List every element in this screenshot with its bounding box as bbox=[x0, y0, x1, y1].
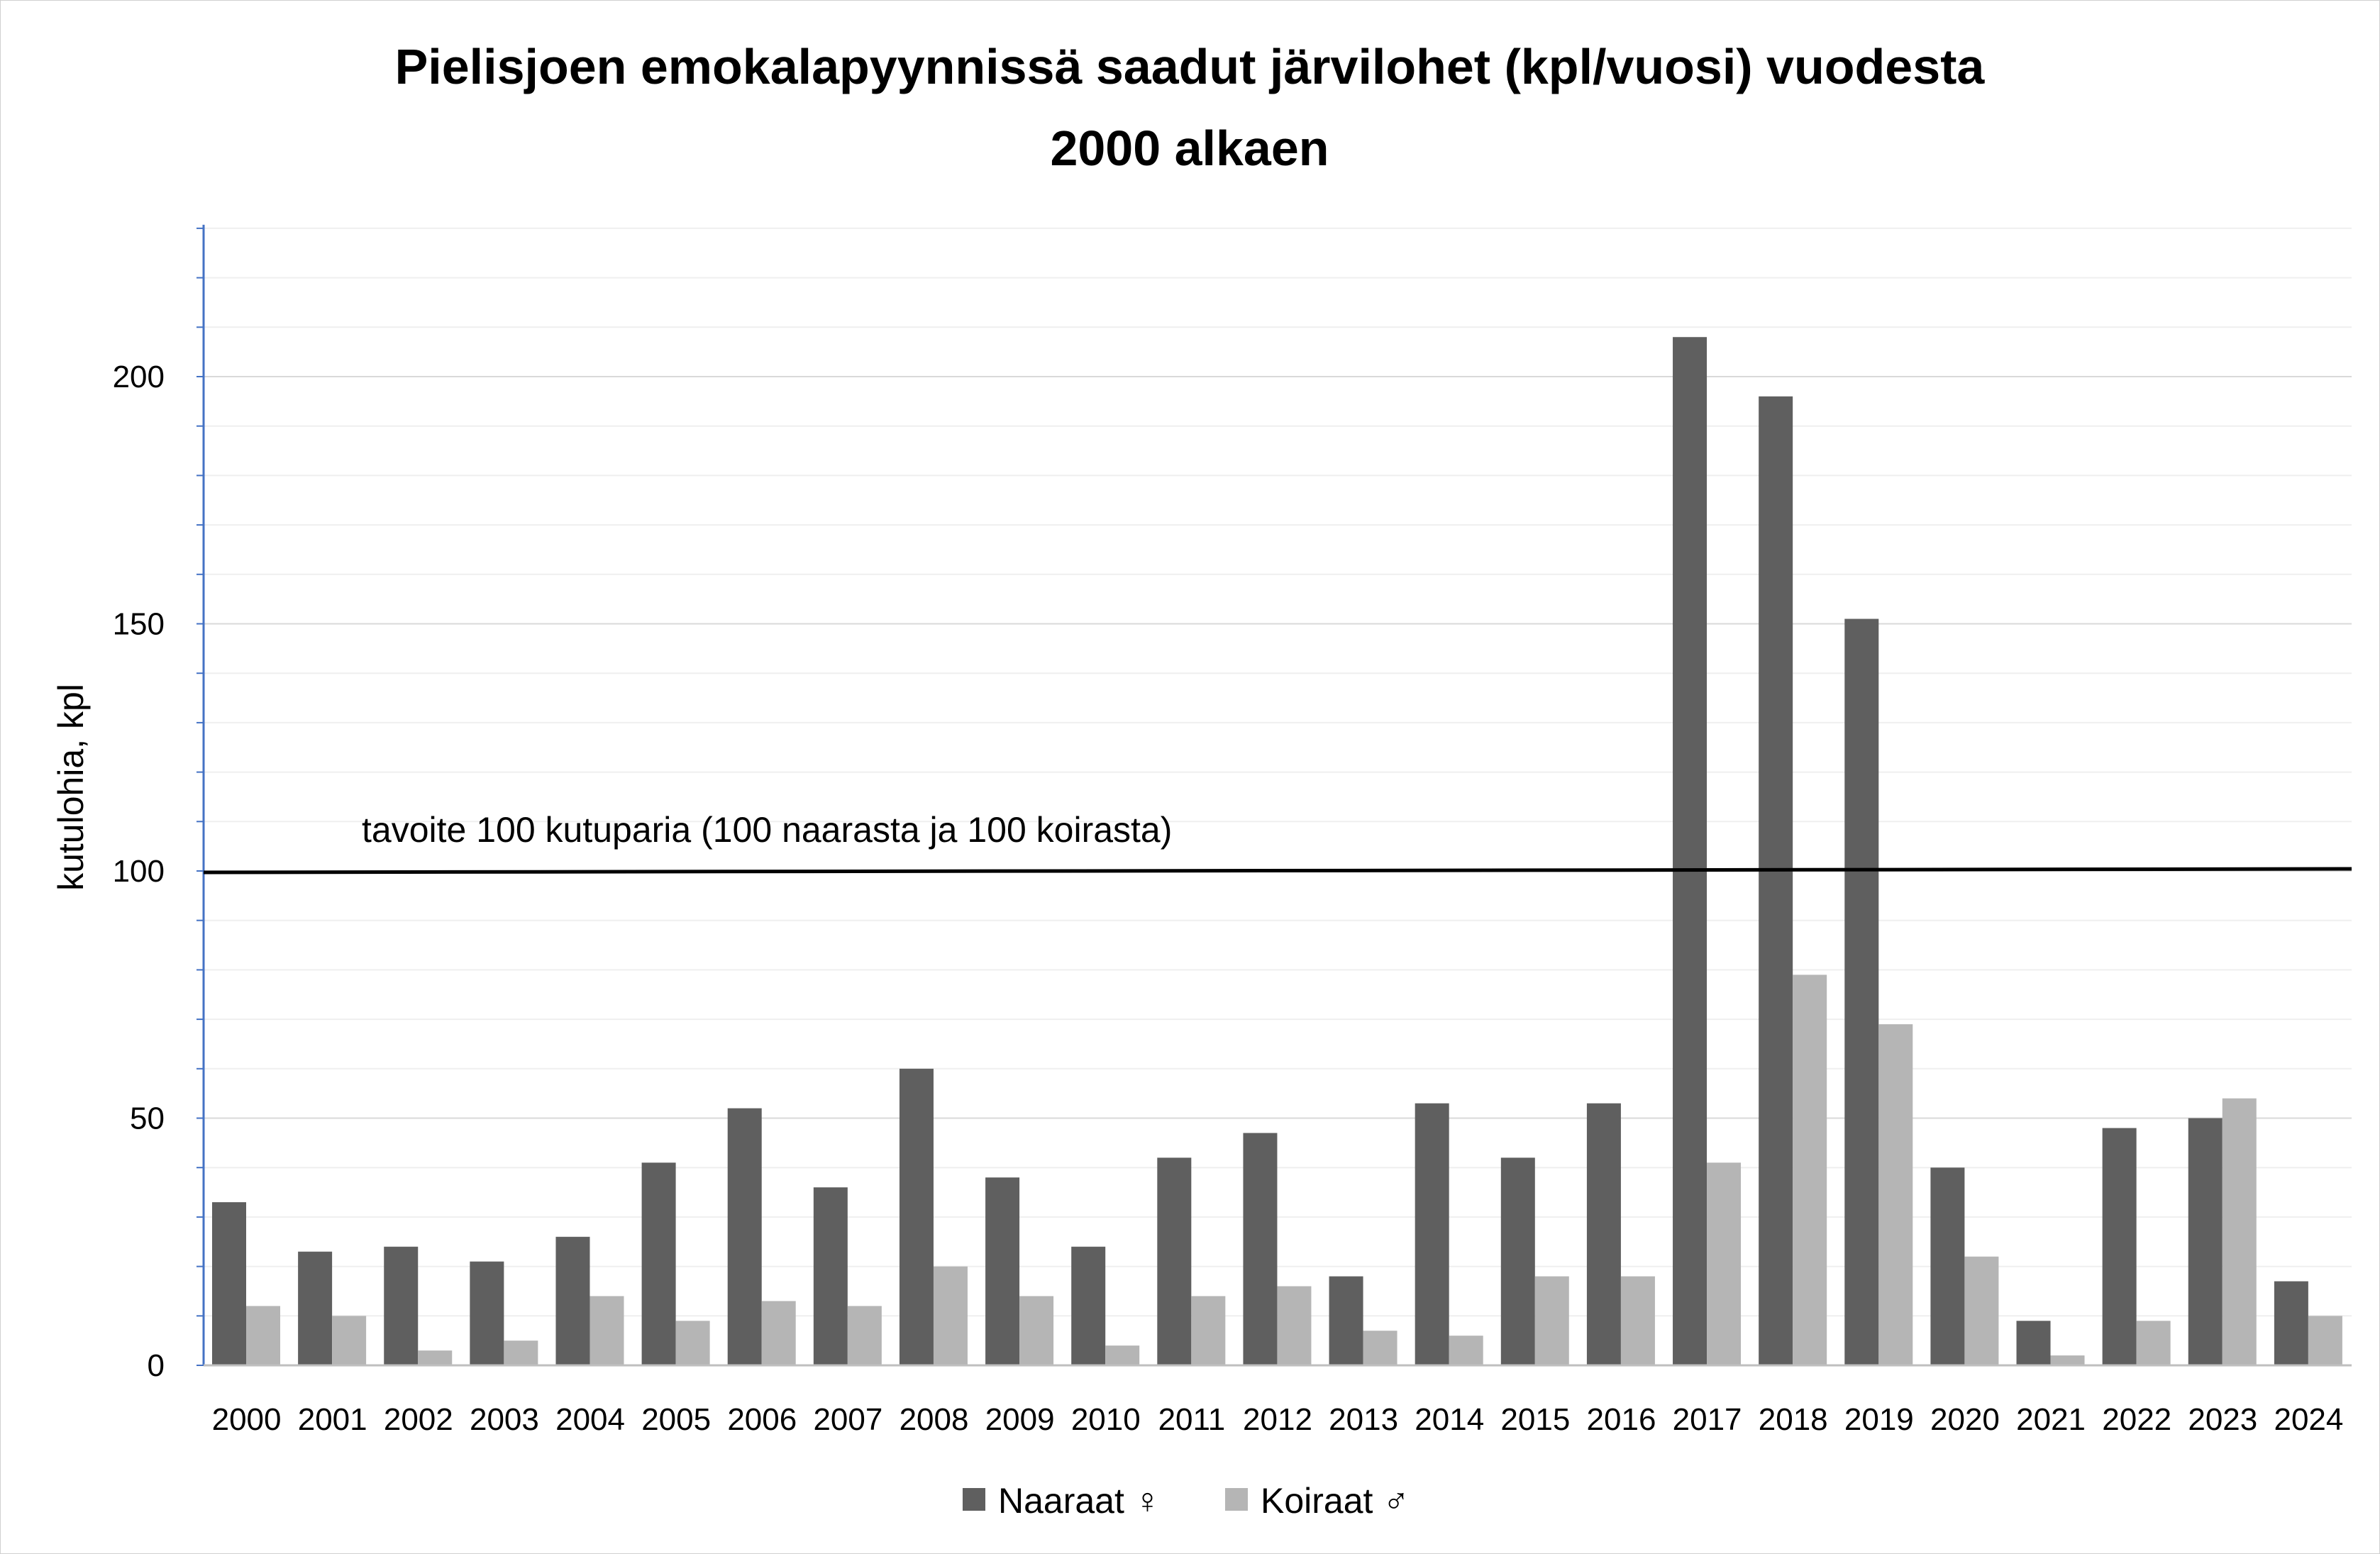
x-tick-label: 2000 bbox=[212, 1402, 282, 1437]
bar-koiraat-2020 bbox=[1964, 1256, 1999, 1365]
y-tick-label: 100 bbox=[113, 854, 165, 889]
x-tick-label: 2019 bbox=[1844, 1402, 1914, 1437]
legend-label: Koiraat ♂ bbox=[1261, 1481, 1410, 1521]
y-tick-label: 0 bbox=[148, 1348, 165, 1383]
bar-naaraat-2017 bbox=[1673, 337, 1707, 1365]
x-tick-label: 2005 bbox=[641, 1402, 711, 1437]
bar-koiraat-2014 bbox=[1449, 1336, 1483, 1365]
bar-koiraat-2010 bbox=[1105, 1345, 1140, 1365]
bar-naaraat-2005 bbox=[641, 1162, 676, 1365]
x-tick-label: 2006 bbox=[727, 1402, 797, 1437]
x-tick-label: 2001 bbox=[298, 1402, 367, 1437]
bar-naaraat-2012 bbox=[1243, 1133, 1278, 1365]
bar-naaraat-2016 bbox=[1586, 1103, 1621, 1365]
bar-koiraat-2015 bbox=[1534, 1276, 1569, 1365]
x-tick-label: 2013 bbox=[1329, 1402, 1398, 1437]
bar-naaraat-2011 bbox=[1157, 1158, 1192, 1365]
x-tick-label: 2014 bbox=[1415, 1402, 1484, 1437]
target-line bbox=[203, 867, 2352, 875]
bar-koiraat-2022 bbox=[2136, 1321, 2171, 1365]
gridlines bbox=[204, 227, 2352, 1317]
x-tick-label: 2021 bbox=[2016, 1402, 2086, 1437]
bar-naaraat-2002 bbox=[384, 1246, 419, 1365]
bar-koiraat-2004 bbox=[590, 1296, 624, 1365]
bar-koiraat-2021 bbox=[2050, 1355, 2085, 1365]
bar-koiraat-2003 bbox=[504, 1341, 538, 1365]
bar-naaraat-2019 bbox=[1844, 618, 1879, 1365]
bar-naaraat-2000 bbox=[212, 1201, 246, 1365]
bar-naaraat-2001 bbox=[298, 1251, 333, 1365]
title-line-2: 2000 alkaen bbox=[1050, 121, 1329, 176]
chart-title: Pielisjoen emokalapyynnissä saadut järvi… bbox=[395, 39, 1986, 176]
x-tick-label: 2002 bbox=[384, 1402, 453, 1437]
x-tick-label: 2008 bbox=[900, 1402, 969, 1437]
y-tick-label: 200 bbox=[113, 360, 165, 394]
x-tick-label: 2022 bbox=[2102, 1402, 2171, 1437]
y-tick-labels: 0 50 100 150 200 bbox=[113, 360, 165, 1383]
bar-naaraat-2009 bbox=[985, 1177, 1020, 1365]
bar-koiraat-2011 bbox=[1191, 1296, 1226, 1365]
x-tick-label: 2003 bbox=[470, 1402, 539, 1437]
bar-naaraat-2015 bbox=[1500, 1158, 1535, 1365]
bar-koiraat-2023 bbox=[2222, 1098, 2257, 1365]
y-tick-label: 150 bbox=[113, 607, 165, 642]
legend: Naaraat ♀ Koiraat ♂ bbox=[963, 1481, 1410, 1521]
bar-naaraat-2021 bbox=[2016, 1321, 2051, 1365]
bar-koiraat-2009 bbox=[1019, 1296, 1054, 1365]
bar-koiraat-2018 bbox=[1793, 975, 1827, 1365]
bar-koiraat-2013 bbox=[1363, 1331, 1397, 1365]
bar-naaraat-2013 bbox=[1329, 1276, 1363, 1365]
bar-koiraat-2007 bbox=[847, 1306, 882, 1365]
bar-naaraat-2018 bbox=[1759, 396, 1793, 1365]
x-tick-label: 2015 bbox=[1500, 1402, 1570, 1437]
legend-label: Naaraat ♀ bbox=[998, 1481, 1161, 1521]
bar-naaraat-2022 bbox=[2102, 1128, 2137, 1365]
x-tick-label: 2023 bbox=[2188, 1402, 2257, 1437]
bar-koiraat-2016 bbox=[1620, 1276, 1655, 1365]
bar-naaraat-2008 bbox=[899, 1068, 934, 1365]
x-tick-label: 2020 bbox=[1930, 1402, 2000, 1437]
bar-koiraat-2008 bbox=[933, 1266, 968, 1365]
bar-naaraat-2014 bbox=[1415, 1103, 1449, 1365]
x-tick-label: 2007 bbox=[813, 1402, 882, 1437]
bar-naaraat-2024 bbox=[2274, 1281, 2308, 1365]
bar-naaraat-2007 bbox=[813, 1187, 848, 1365]
bar-naaraat-2023 bbox=[2188, 1118, 2223, 1365]
x-tick-label: 2017 bbox=[1673, 1402, 1742, 1437]
bar-koiraat-2012 bbox=[1277, 1286, 1312, 1365]
bar-naaraat-2003 bbox=[470, 1261, 504, 1365]
x-tick-label: 2016 bbox=[1587, 1402, 1656, 1437]
bar-koiraat-2017 bbox=[1707, 1162, 1742, 1365]
x-tick-label: 2010 bbox=[1071, 1402, 1141, 1437]
bar-koiraat-2019 bbox=[1878, 1024, 1913, 1365]
bar-koiraat-2001 bbox=[332, 1316, 367, 1365]
axes bbox=[197, 224, 2352, 1367]
bar-koiraat-2006 bbox=[761, 1301, 796, 1365]
bar-koiraat-2005 bbox=[675, 1321, 710, 1365]
legend-swatch bbox=[963, 1488, 985, 1511]
bar-naaraat-2010 bbox=[1071, 1246, 1106, 1365]
x-tick-label: 2011 bbox=[1158, 1402, 1226, 1437]
y-tick-label: 50 bbox=[130, 1101, 165, 1136]
x-tick-label: 2004 bbox=[555, 1402, 625, 1437]
bar-koiraat-2000 bbox=[246, 1306, 280, 1365]
target-line-label: tavoite 100 kutuparia (100 naarasta ja 1… bbox=[362, 810, 1172, 850]
x-tick-label: 2018 bbox=[1759, 1402, 1828, 1437]
bar-naaraat-2020 bbox=[1930, 1167, 1965, 1365]
y-axis-label: kutulohia, kpl bbox=[51, 684, 91, 891]
x-tick-label: 2009 bbox=[985, 1402, 1055, 1437]
target-line-group: tavoite 100 kutuparia (100 naarasta ja 1… bbox=[203, 810, 2352, 875]
bars bbox=[212, 337, 2342, 1365]
title-line-1: Pielisjoen emokalapyynnissä saadut järvi… bbox=[395, 39, 1986, 94]
legend-swatch bbox=[1225, 1488, 1248, 1511]
x-tick-labels: 2000 2001 2002 2003 2004 2005 2006 2007 2008 2009… bbox=[212, 1402, 2344, 1437]
bar-naaraat-2006 bbox=[727, 1108, 762, 1365]
x-tick-label: 2024 bbox=[2274, 1402, 2343, 1437]
bar-koiraat-2024 bbox=[2308, 1316, 2342, 1365]
x-tick-label: 2012 bbox=[1243, 1402, 1312, 1437]
bar-naaraat-2004 bbox=[555, 1236, 590, 1365]
bar-koiraat-2002 bbox=[418, 1350, 453, 1365]
